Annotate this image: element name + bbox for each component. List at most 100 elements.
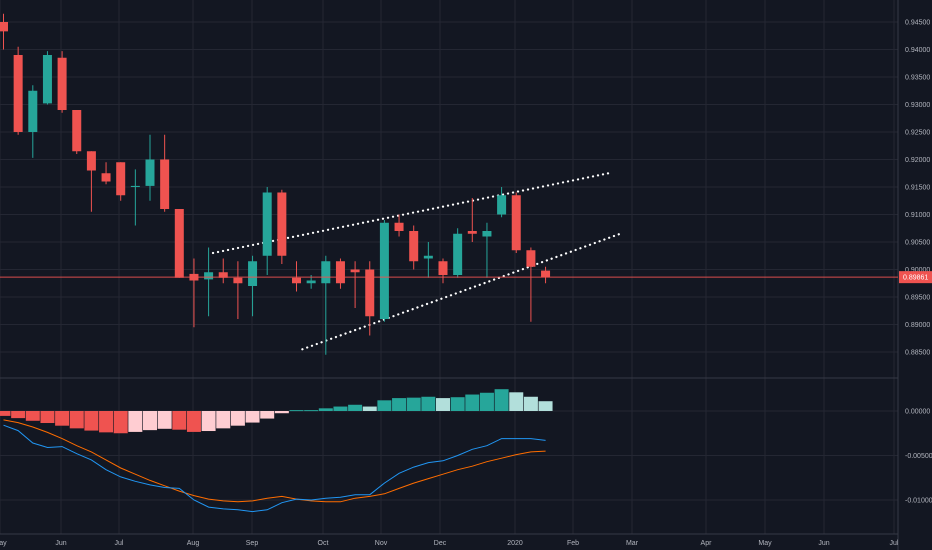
time-tick-label: Nov xyxy=(375,540,388,547)
candle-body[interactable] xyxy=(526,250,536,267)
candle-body[interactable] xyxy=(174,209,184,278)
candle-body[interactable] xyxy=(409,231,419,262)
histogram-bar[interactable] xyxy=(245,411,260,423)
candle-body[interactable] xyxy=(423,255,433,259)
histogram-bar[interactable] xyxy=(11,411,26,419)
histogram-bar[interactable] xyxy=(84,411,99,431)
time-tick-label: Jun xyxy=(55,540,66,547)
price-tick-label: 0.93500 xyxy=(905,75,930,82)
histogram-bar[interactable] xyxy=(304,410,319,412)
histogram-bar[interactable] xyxy=(333,406,348,411)
time-tick-label: Apr xyxy=(701,540,713,547)
candle-body[interactable] xyxy=(277,192,287,256)
histogram-bar[interactable] xyxy=(0,411,11,416)
macd-tick-label: -0.01000 xyxy=(905,498,932,505)
histogram-bar[interactable] xyxy=(186,411,201,432)
candle-body[interactable] xyxy=(13,55,23,132)
time-tick-label: Jul xyxy=(115,540,124,547)
candle-body[interactable] xyxy=(292,277,301,284)
histogram-bar[interactable] xyxy=(157,411,172,429)
price-tick-label: 0.88500 xyxy=(905,350,930,357)
histogram-bar[interactable] xyxy=(362,406,377,411)
candle-body[interactable] xyxy=(57,57,67,110)
candle-body[interactable] xyxy=(145,159,155,186)
histogram-bar[interactable] xyxy=(538,401,553,411)
histogram-bar[interactable] xyxy=(230,411,245,426)
candle-body[interactable] xyxy=(394,222,404,231)
price-tick-label: 0.91000 xyxy=(905,212,930,219)
price-tick-label: 0.93000 xyxy=(905,102,930,109)
histogram-bar[interactable] xyxy=(40,411,55,424)
macd-tick-label: 0.00000 xyxy=(905,409,930,416)
candle-body[interactable] xyxy=(438,261,448,275)
histogram-bar[interactable] xyxy=(201,411,216,432)
candle-body[interactable] xyxy=(160,159,170,210)
candle-body[interactable] xyxy=(248,261,258,286)
candle-body[interactable] xyxy=(482,231,492,237)
candle-body[interactable] xyxy=(511,195,521,251)
histogram-bar[interactable] xyxy=(479,392,494,411)
candle-body[interactable] xyxy=(262,192,272,256)
histogram-bar[interactable] xyxy=(465,394,480,411)
candle-body[interactable] xyxy=(365,269,375,317)
histogram-bar[interactable] xyxy=(406,397,421,411)
candle-body[interactable] xyxy=(218,272,228,278)
candle-body[interactable] xyxy=(116,162,126,196)
histogram-bar[interactable] xyxy=(509,392,524,411)
histogram-bar[interactable] xyxy=(128,411,143,432)
macd-lines[interactable] xyxy=(3,419,546,513)
candle-body[interactable] xyxy=(335,261,345,284)
histogram-bar[interactable] xyxy=(172,411,187,430)
candle-body[interactable] xyxy=(42,55,52,104)
histogram-bar[interactable] xyxy=(289,410,304,412)
macd-histogram[interactable] xyxy=(0,389,553,434)
histogram-bar[interactable] xyxy=(392,398,407,411)
candle-body[interactable] xyxy=(86,151,96,171)
price-tick-label: 0.89000 xyxy=(905,322,930,329)
last-price-tag xyxy=(899,271,932,284)
histogram-bar[interactable] xyxy=(523,396,538,411)
candle-body[interactable] xyxy=(453,233,463,275)
time-tick-label: May xyxy=(758,540,772,547)
histogram-bar[interactable] xyxy=(421,396,436,411)
histogram-bar[interactable] xyxy=(377,400,392,411)
candle-body[interactable] xyxy=(28,90,38,132)
histogram-bar[interactable] xyxy=(494,389,509,411)
candle-body[interactable] xyxy=(0,22,8,32)
candle-body[interactable] xyxy=(130,185,140,187)
histogram-bar[interactable] xyxy=(25,411,40,421)
histogram-bar[interactable] xyxy=(55,411,70,426)
time-tick-label: Jul xyxy=(890,540,899,547)
candle-body[interactable] xyxy=(350,269,360,273)
trendline[interactable] xyxy=(301,232,622,351)
last-price-label: 0.89861 xyxy=(903,275,928,282)
candle-body[interactable] xyxy=(379,222,389,319)
candle-body[interactable] xyxy=(101,173,111,182)
histogram-bar[interactable] xyxy=(113,411,128,434)
signal-line[interactable] xyxy=(3,419,546,503)
time-tick-label: Jun xyxy=(818,540,829,547)
candlestick-series[interactable] xyxy=(0,13,551,355)
histogram-bar[interactable] xyxy=(260,411,275,419)
time-tick-label: Feb xyxy=(567,540,579,547)
histogram-bar[interactable] xyxy=(348,404,363,411)
histogram-bar[interactable] xyxy=(216,411,231,429)
histogram-bar[interactable] xyxy=(318,408,333,411)
histogram-bar[interactable] xyxy=(274,411,289,414)
histogram-bar[interactable] xyxy=(69,411,84,429)
time-tick-label: Mar xyxy=(626,540,639,547)
candle-body[interactable] xyxy=(497,195,507,215)
candle-body[interactable] xyxy=(321,261,331,284)
histogram-bar[interactable] xyxy=(436,398,450,411)
candle-body[interactable] xyxy=(467,231,477,234)
histogram-bar[interactable] xyxy=(450,397,465,411)
histogram-bar[interactable] xyxy=(143,411,157,431)
macd-line[interactable] xyxy=(3,424,546,513)
candle-body[interactable] xyxy=(541,270,551,278)
candle-body[interactable] xyxy=(204,272,214,280)
histogram-bar[interactable] xyxy=(99,411,114,433)
candle-body[interactable] xyxy=(233,277,243,284)
candle-body[interactable] xyxy=(306,280,316,284)
candle-body[interactable] xyxy=(72,110,82,152)
